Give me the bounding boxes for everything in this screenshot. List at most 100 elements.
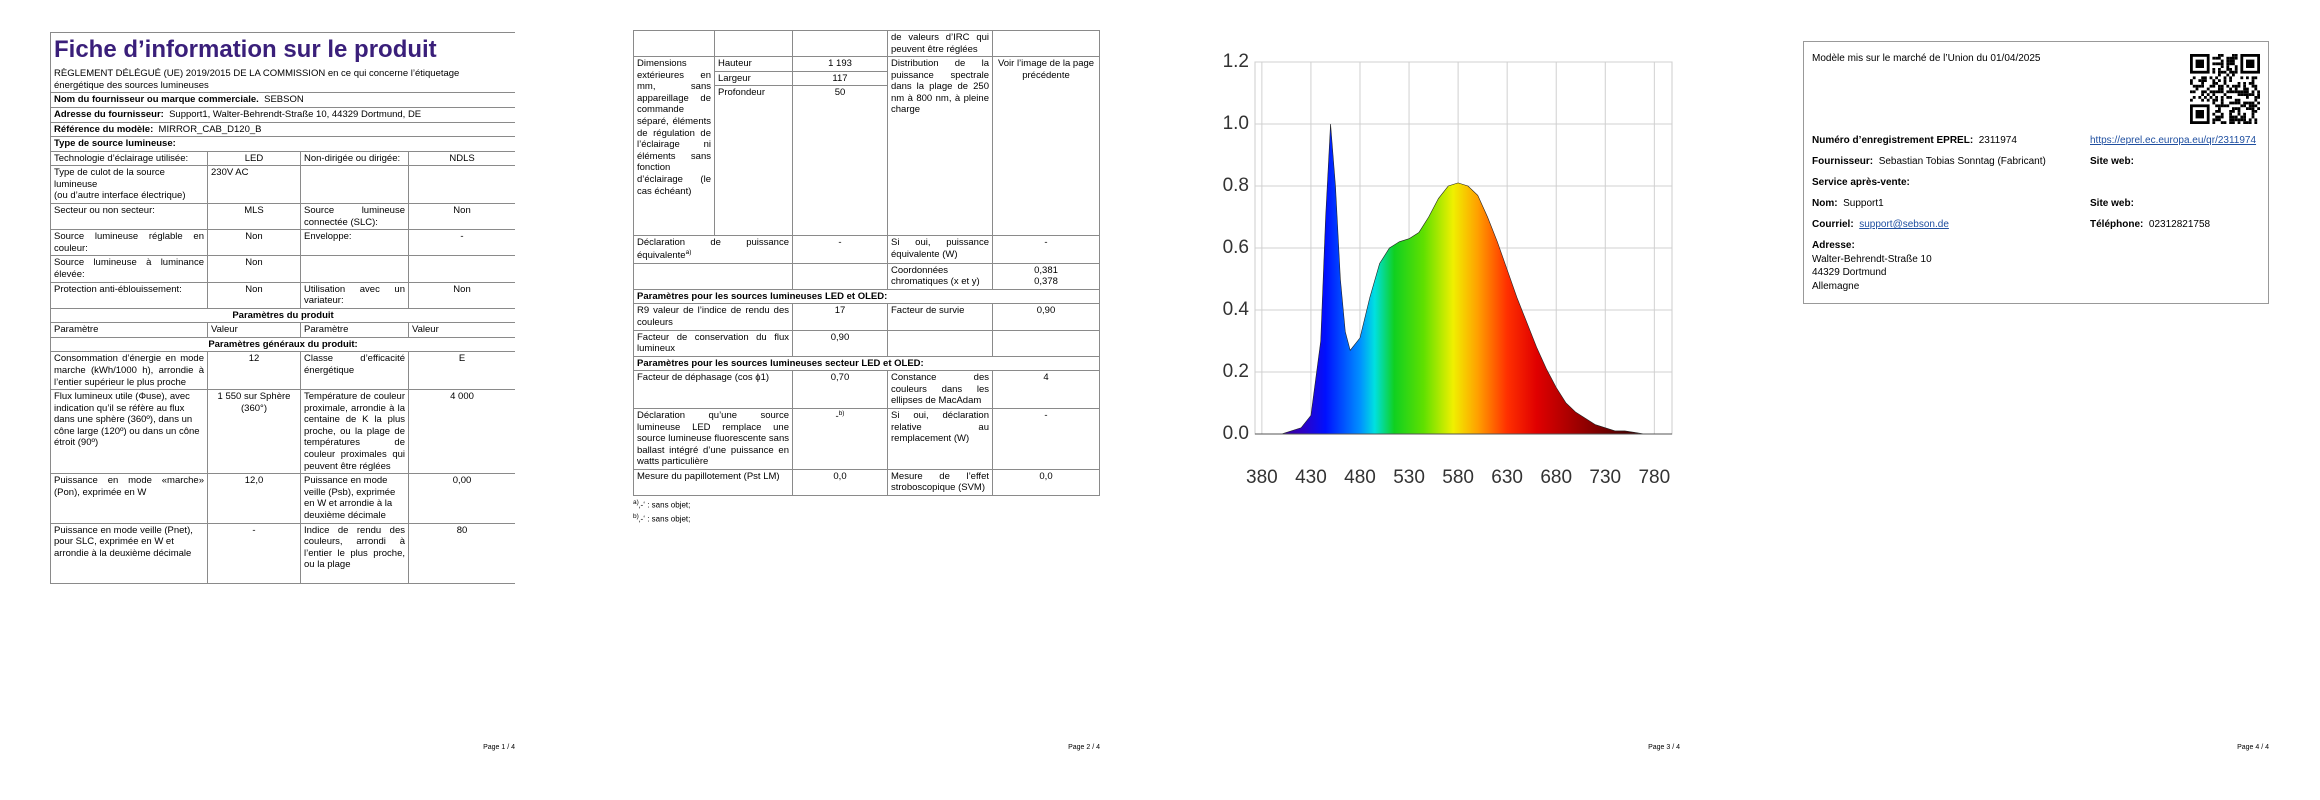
mains-rows: - [992,407,1100,470]
block: Numéro d’enregistrement EPREL: 2311974 h… [1812,134,2260,293]
qr-module [2229,110,2232,113]
qr-module [2237,98,2241,102]
table-cell [407,165,515,205]
x-tick-label: 580 [1442,467,1474,488]
qr-module [2237,121,2241,124]
qr-module [2212,56,2216,60]
y-tick-label: 0.2 [1223,361,1249,382]
replacement-note: b) [838,409,845,417]
qr-module [2215,56,2218,60]
qr-code [2190,54,2260,124]
qr-module [2251,93,2255,96]
label: Profondeur [714,85,793,237]
qr-finder [2246,59,2255,68]
table-row: Type de source lumineuse: [50,136,515,152]
rows: NDLS [407,150,515,167]
header: Valeur [407,322,515,338]
email-link[interactable]: support@sebson.de [1859,219,1949,230]
table-body: de valeurs d’IRC qui peuvent être réglée… [633,29,1100,497]
qr-module [2246,107,2249,110]
mains-rows: 0,0 [792,468,888,497]
x-tick-label: 680 [1540,467,1572,488]
qr-module [2232,90,2235,94]
qr-module [2215,115,2218,119]
table-row: Dimensions extérieures en mm, sans appar… [633,56,1100,237]
qr-module [2254,104,2258,108]
regulation: RÈGLEMENT DÉLÉGUÉ (UE) 2019/2015 DE LA C… [54,68,460,91]
block: Service après-vente: [1812,176,2090,189]
eprel-link[interactable]: https://eprel.ec.europa.eu/qr/2311974 [2090,135,2257,146]
rows: LED [207,150,301,167]
table-row: Technologie d’éclairage utilisée: LED Non-… [50,150,515,167]
qr-module [2198,84,2202,88]
block: https://eprel.ec.europa.eu/qr/2311974 [2090,134,2260,147]
qr-module [2198,96,2202,99]
qr-module [2251,79,2255,82]
table: de valeurs d’IRC qui peuvent être réglée… [633,29,1100,497]
qr-module [2232,70,2235,74]
qr-module [2229,59,2232,63]
qr-module [2218,54,2221,57]
qr-module [2220,104,2224,108]
qr-module [2237,90,2241,94]
qr-module [2223,121,2227,124]
qr-module [2209,76,2213,80]
rows: Utilisation avec un variateur: [300,281,409,309]
qr-module [2229,90,2232,94]
block: Fournisseur: Sebastian Tobias Sonntag (F… [1812,155,2090,168]
qr-module [2248,118,2252,122]
table-row: Largeur 117 [634,70,1100,87]
qr-module [2206,93,2210,96]
qr-module [2220,101,2224,105]
qr-module [2195,87,2199,91]
qr-module [2192,90,2196,94]
qr-module [2232,84,2235,88]
qr-module [2212,90,2216,94]
phone-label: Téléphone: [2090,219,2144,230]
values: 0,378 [1034,276,1058,288]
rows: Non-dirigée ou dirigée: [300,150,409,167]
qr-module [2243,115,2246,119]
qr-module [2215,118,2218,122]
page-2: de valeurs d’IRC qui peuvent être réglée… [633,29,1100,525]
table-row: Déclaration de puissance équivalentea) - S… [633,235,1100,264]
label: Courriel: [1812,219,1854,230]
qr-module [2190,90,2193,94]
title: Fiche d’information sur le produit [54,36,437,63]
qr-module [2240,76,2244,80]
value: 117 [792,70,888,87]
phone: 02312821758 [2148,219,2211,230]
qr-module [2220,54,2224,57]
eprel-box: Modèle mis sur le marché de l’Union du 0… [1803,41,2269,304]
qr-module [2206,87,2210,91]
mains-rows: Si oui, déclaration relative au remplace… [887,407,993,470]
qr-module [2226,65,2230,68]
qr-module [2254,96,2258,99]
qr-module [2218,118,2221,122]
qr-module [2232,115,2235,119]
table-cell: Adresse du fournisseur: Support1, Walter… [50,107,515,123]
qr-module [2240,104,2244,108]
rows: Type de culot de la source lumineuse [54,167,165,190]
qr-module [2232,54,2235,57]
params: 12 [207,351,301,391]
label: Référence du modèle: [54,123,154,135]
params: Puissance en mode veille (Pnet), pour SL… [50,522,208,584]
qr-finder [2195,110,2204,119]
qr-module [2234,90,2238,94]
qr-module [2232,101,2235,105]
qr-module [2234,98,2238,102]
footnote: b)‚-‘ : sans objet; [633,513,1100,524]
value: Support1, Walter-Behrendt-Straße 10, 443… [169,109,422,120]
qr-module [2254,76,2258,80]
service: Service après-vente: [1812,177,1910,188]
qr-module [2246,93,2249,96]
qr-module [2234,84,2238,88]
table-row: Mesure du papillotement (Pst LM) 0,0 Mesur… [633,468,1100,497]
qr-module [2204,79,2207,82]
qr-module [2234,107,2238,110]
params: Classe d’efficacité énergétique [300,351,409,391]
label: Nom: [1812,198,1838,209]
qr-module [2232,110,2235,113]
mark: a) [633,499,639,507]
